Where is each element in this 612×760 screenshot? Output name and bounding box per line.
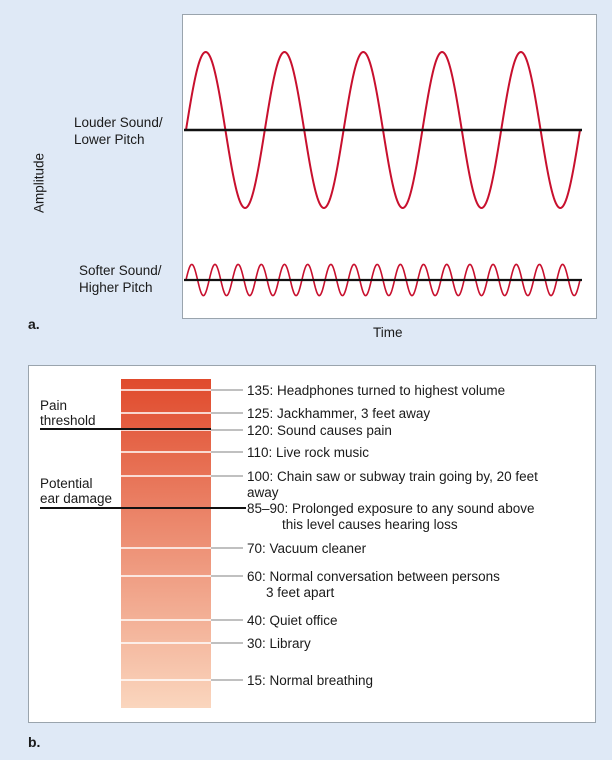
part-a-letter: a. (28, 316, 40, 332)
level-label: 60: Normal conversation between persons (247, 569, 500, 584)
ear-damage-label-line2: ear damage (40, 491, 113, 506)
ear-damage-label-line1: Potential (40, 476, 93, 491)
level-label-continuation: 3 feet apart (266, 585, 335, 600)
level-label: 110: Live rock music (247, 445, 370, 460)
level-label: 100: Chain saw or subway train going by,… (247, 469, 538, 484)
level-label: 15: Normal breathing (247, 673, 374, 688)
pain-threshold-label-line2: threshold (40, 413, 96, 428)
decibel-bar (121, 379, 211, 708)
soft-wave-label-line1: Softer Sound/ (79, 263, 162, 278)
part-b-letter: b. (28, 734, 41, 750)
level-label: 120: Sound causes pain (247, 423, 392, 438)
x-axis-label: Time (373, 325, 403, 340)
level-label: 85–90: Prolonged exposure to any sound a… (247, 501, 535, 516)
loud-wave-label-line2: Lower Pitch (74, 132, 145, 147)
level-label: 125: Jackhammer, 3 feet away (247, 406, 431, 421)
loud-wave-label-line1: Louder Sound/ (74, 115, 163, 130)
level-label: 70: Vacuum cleaner (247, 541, 367, 556)
level-label-continuation: away (247, 485, 279, 500)
level-label: 30: Library (247, 636, 311, 651)
pain-threshold-label-line1: Pain (40, 398, 68, 413)
level-label-continuation: this level causes hearing loss (282, 517, 458, 532)
level-label: 40: Quiet office (247, 613, 338, 628)
soft-wave-label-line2: Higher Pitch (79, 280, 153, 295)
level-label: 135: Headphones turned to highest volume (247, 383, 506, 398)
